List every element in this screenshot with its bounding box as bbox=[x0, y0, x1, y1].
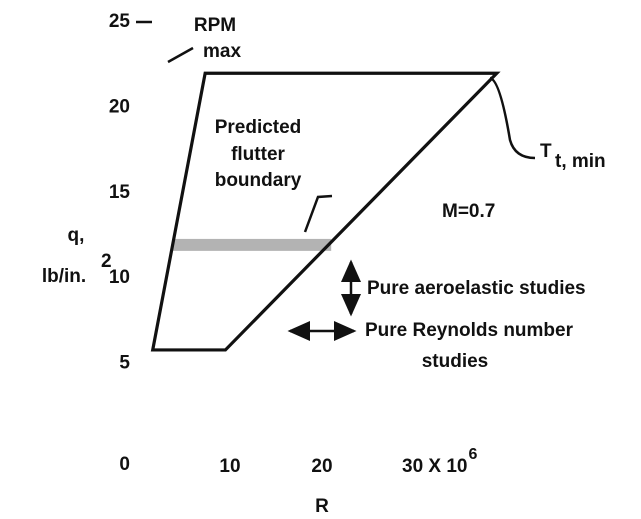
reynolds-label: studies bbox=[422, 351, 489, 372]
flutter-label: boundary bbox=[215, 170, 302, 191]
rpm-label: RPM bbox=[194, 15, 236, 36]
x-tick-label: 30 X 10 bbox=[402, 456, 468, 477]
y-tick-label: 20 bbox=[109, 96, 130, 117]
y-tick-label: 5 bbox=[119, 353, 130, 374]
rpm-label: max bbox=[203, 41, 241, 62]
mach-label: M=0.7 bbox=[442, 201, 495, 222]
flutter-label: flutter bbox=[231, 144, 285, 165]
y-tick-label: 25 bbox=[109, 11, 131, 32]
y-tick-label: 15 bbox=[109, 182, 131, 203]
y-tick-label: 0 bbox=[119, 454, 130, 475]
y-axis-label: lb/in. bbox=[42, 266, 86, 287]
tt-label: T bbox=[540, 141, 552, 162]
tt-label-sub: t, min bbox=[555, 151, 606, 172]
flutter-band bbox=[172, 238, 332, 251]
y-axis-superscript: 2 bbox=[101, 251, 112, 272]
leader-line bbox=[167, 46, 194, 64]
leader-line bbox=[303, 194, 333, 233]
x-tick-label: 20 bbox=[311, 456, 332, 477]
aeroelastic-label: Pure aeroelastic studies bbox=[367, 278, 586, 299]
x-tick-label: 10 bbox=[219, 456, 240, 477]
test-envelope bbox=[150, 71, 501, 352]
x-axis-label: R bbox=[315, 496, 329, 517]
y-axis-label: q, bbox=[68, 225, 85, 246]
x-exponent: 6 bbox=[469, 446, 478, 463]
flutter-label: Predicted bbox=[215, 117, 302, 138]
y-tick-label: 10 bbox=[109, 267, 130, 288]
reynolds-label: Pure Reynolds number bbox=[365, 320, 574, 341]
leader-line bbox=[489, 76, 536, 160]
